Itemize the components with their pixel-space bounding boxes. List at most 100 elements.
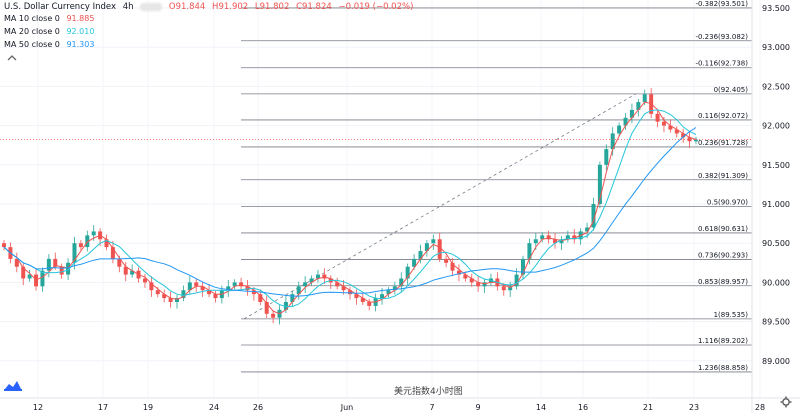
candle-body xyxy=(431,239,436,244)
candle-body xyxy=(168,298,173,302)
candle-body xyxy=(527,243,532,259)
legend-ma50[interactable]: MA 50 close 0 91.303 xyxy=(4,40,98,50)
fib-level-label: -0.236(93.082) xyxy=(695,33,748,41)
fib-level-label: -0.116(92.738) xyxy=(695,60,748,68)
candle-body xyxy=(283,302,288,310)
time-tick-label: 23 xyxy=(689,403,699,412)
tradingview-logo-icon[interactable] xyxy=(3,378,23,392)
fib-level-label: 0.618(90.631) xyxy=(698,225,748,233)
time-tick-label: 26 xyxy=(253,403,263,412)
fib-level-label: 0.382(91.309) xyxy=(698,172,748,180)
fib-level-label: 0.853(89.957) xyxy=(698,278,748,286)
candle-body xyxy=(591,204,596,228)
price-tick-label: 93.000 xyxy=(762,43,790,52)
candle-body xyxy=(617,125,622,134)
time-tick-label: 17 xyxy=(98,403,108,412)
candle-body xyxy=(424,243,429,252)
time-tick-label: 12 xyxy=(33,403,43,412)
ma10-line xyxy=(3,101,697,315)
candle-body xyxy=(27,274,32,279)
candle-body xyxy=(110,247,115,259)
price-axis[interactable]: 89.000 89.500 90.000 90.500 91.000 91.500 92.0… xyxy=(751,0,790,413)
fib-level-label: 1(89.535) xyxy=(714,311,749,319)
fib-level-label: 1.236(88.858) xyxy=(698,364,748,372)
candle-body xyxy=(162,294,167,299)
candle-body xyxy=(322,274,327,279)
fib-level-label: 1.116(89.202) xyxy=(698,337,748,345)
price-tick-label: 90.500 xyxy=(762,239,790,248)
candle-body xyxy=(655,113,660,122)
candle-body xyxy=(2,243,6,248)
candle-body xyxy=(386,290,391,295)
exchange-label xyxy=(140,2,163,11)
candle-body xyxy=(239,282,244,287)
price-tick-label: 90.000 xyxy=(762,278,790,287)
candle-body xyxy=(597,164,602,204)
candle-body xyxy=(66,262,71,275)
price-tick-label: 91.500 xyxy=(762,161,790,170)
time-tick-label: 14 xyxy=(536,403,546,412)
candle-body xyxy=(418,251,423,259)
price-tick-label: 92.500 xyxy=(762,82,790,91)
candle-body xyxy=(533,239,538,244)
fibonacci-retracement[interactable]: -0.382(93.501) -0.236(93.082) -0.116(92.73… xyxy=(241,0,752,373)
candle-body xyxy=(303,282,308,287)
price-tick-label: 93.500 xyxy=(762,4,790,13)
candle-body xyxy=(450,262,455,271)
candle-body xyxy=(437,239,442,259)
ma20-line xyxy=(3,109,697,308)
candle-body xyxy=(207,290,212,295)
candle-body xyxy=(553,239,558,244)
candle-body xyxy=(213,294,218,299)
candle-body xyxy=(149,282,154,291)
candle-body xyxy=(412,258,417,267)
time-tick-label: 19 xyxy=(143,403,153,412)
candle-body xyxy=(661,121,666,126)
candle-body xyxy=(130,270,135,275)
candle-body xyxy=(444,258,449,263)
legend-ma10[interactable]: MA 10 close 0 91.885 xyxy=(4,14,98,24)
candle-body xyxy=(155,290,160,295)
moving-averages xyxy=(3,101,697,315)
candle-body xyxy=(610,133,615,150)
symbol-name[interactable]: U.S. Dollar Currency Index xyxy=(4,2,116,12)
candle-body xyxy=(482,282,487,287)
candle-body xyxy=(117,258,122,267)
fib-level-label: 0.5(90.970) xyxy=(707,198,748,206)
candle-body xyxy=(72,243,77,263)
candle-body xyxy=(296,286,301,295)
candle-body xyxy=(367,302,372,306)
legend-ma10-label: MA 10 close 0 xyxy=(4,14,60,23)
candle-body xyxy=(104,239,109,248)
candle-body xyxy=(232,282,237,287)
candle-body xyxy=(565,235,570,240)
price-tick-label: 89.000 xyxy=(762,357,790,366)
time-axis[interactable]: 12 17 19 24 26 Jun 7 9 14 16 21 23 28 xyxy=(0,397,800,412)
time-tick-label: 28 xyxy=(755,403,765,412)
candle-body xyxy=(40,270,45,287)
ohlc-change: −0.019 (−0.02%) xyxy=(338,2,414,12)
ohlc-open: O91.844 xyxy=(168,2,206,12)
candle-body xyxy=(674,129,679,134)
candle-body xyxy=(572,235,577,240)
candle-body xyxy=(694,139,698,142)
chevron-up-icon[interactable] xyxy=(6,54,18,62)
candle-body xyxy=(501,286,506,291)
legend-ma20[interactable]: MA 20 close 0 92.010 xyxy=(4,27,98,37)
candle-body xyxy=(405,266,410,279)
candle-body xyxy=(642,94,647,103)
candle-body xyxy=(245,286,250,291)
symbol-interval[interactable]: 4h xyxy=(122,2,134,12)
candle-body xyxy=(258,294,263,302)
gear-icon[interactable] xyxy=(780,396,792,408)
fib-level-label: 0.116(92.072) xyxy=(698,112,748,120)
time-tick-label: 16 xyxy=(578,403,588,412)
time-tick-label: Jun xyxy=(340,403,354,412)
candle-body xyxy=(194,282,199,287)
time-tick-label: 7 xyxy=(429,403,434,412)
candle-body xyxy=(380,294,385,299)
candle-body xyxy=(629,109,634,118)
candle-body xyxy=(46,258,51,271)
candle-body xyxy=(187,282,192,291)
